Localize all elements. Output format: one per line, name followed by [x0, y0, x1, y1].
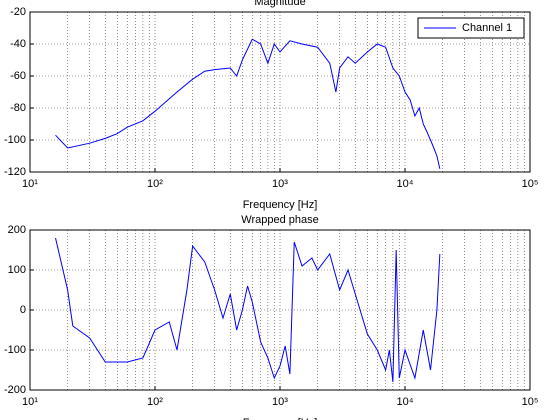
y-tick-label: -20: [10, 6, 26, 18]
y-tick-label: -40: [10, 38, 26, 50]
y-tick-label: -200: [4, 384, 26, 396]
x-tick-label: 10³: [272, 178, 288, 190]
y-tick-label: 200: [8, 224, 26, 236]
plot-area: [30, 12, 530, 172]
axes-frame: [29, 11, 531, 173]
data-line: [55, 237, 441, 383]
x-axis-label: Frequency [Hz]: [243, 417, 318, 420]
x-tick-label: 10⁵: [522, 178, 539, 190]
x-tick-label: 10¹: [22, 178, 38, 190]
legend-label: Channel 1: [462, 22, 512, 34]
x-tick-label: 10²: [147, 178, 163, 190]
x-tick-label: 10⁵: [522, 396, 539, 408]
x-tick-label: 10⁴: [397, 178, 414, 190]
legend-box: [417, 17, 525, 39]
y-tick-label: -120: [4, 166, 26, 178]
y-tick-label: -80: [10, 102, 26, 114]
x-tick-label: 10²: [147, 396, 163, 408]
y-tick-label: -60: [10, 70, 26, 82]
chart-title: Wrapped phase: [241, 214, 318, 226]
x-axis-label: Frequency [Hz]: [243, 199, 318, 211]
y-tick-label: -100: [4, 134, 26, 146]
x-tick-label: 10³: [272, 396, 288, 408]
y-tick-label: 100: [8, 264, 26, 276]
chart-title: Magnitude: [254, 0, 305, 8]
y-tick-label: 0: [20, 304, 26, 316]
data-line: [55, 38, 441, 169]
x-tick-label: 10¹: [22, 396, 38, 408]
y-tick-label: -100: [4, 344, 26, 356]
axes-frame: [29, 229, 531, 391]
x-tick-label: 10⁴: [397, 396, 414, 408]
